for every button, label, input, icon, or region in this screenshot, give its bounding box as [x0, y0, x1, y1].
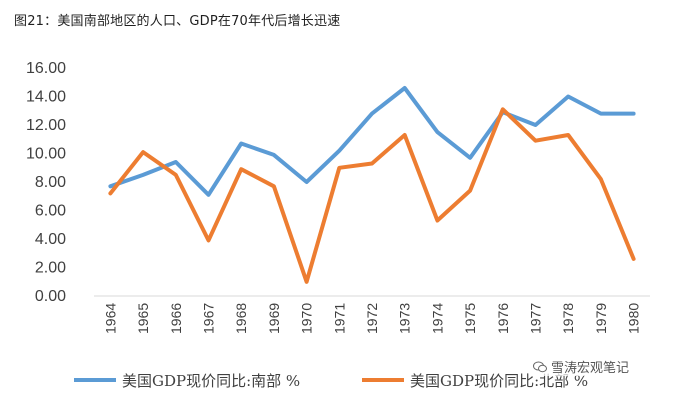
chart-title: 图21：美国南部地区的人口、GDP在70年代后增长迅速: [14, 14, 341, 29]
y-tick-label: 0.00: [35, 288, 66, 305]
wechat-bubble-icon: [533, 361, 547, 372]
y-tick-label: 14.00: [26, 89, 66, 106]
x-tick-label: 1965: [135, 303, 151, 334]
x-tick-label: 1973: [397, 303, 413, 334]
y-tick-label: 12.00: [26, 117, 66, 134]
x-tick-label: 1975: [462, 303, 478, 334]
x-tick-label: 1980: [626, 303, 642, 334]
y-tick-label: 10.00: [26, 146, 66, 163]
legend: 美国GDP现价同比:南部 % 美国GDP现价同比:北部 %: [74, 372, 588, 390]
legend-label-2: 美国GDP现价同比:北部 %: [410, 372, 588, 390]
x-tick-label: 1968: [233, 303, 249, 334]
axes: 0.00 2.00 4.00 6.00 8.00 10.00 12.00 14.00 16.00…: [26, 60, 650, 334]
x-tick-label: 1969: [266, 303, 282, 334]
x-tick-label: 1977: [528, 303, 544, 334]
watermark: 雪涛宏观笔记: [533, 357, 630, 376]
x-tick-label: 1974: [429, 303, 445, 334]
y-tick-label: 4.00: [35, 231, 66, 248]
x-tick-label: 1972: [364, 303, 380, 334]
x-tick-label: 1979: [593, 303, 609, 334]
series-layer: [108, 86, 636, 284]
y-tick-label: 16.00: [26, 60, 66, 77]
x-tick-label: 1970: [299, 303, 315, 334]
legend-label-1: 美国GDP现价同比:南部 %: [122, 372, 300, 390]
y-tick-label: 2.00: [35, 260, 66, 277]
series-line-1: [108, 86, 636, 197]
series-line-2: [108, 107, 636, 284]
y-tick-label: 8.00: [35, 174, 66, 191]
watermark-text: 雪涛宏观笔记: [551, 361, 630, 376]
x-tick-label: 1967: [200, 303, 216, 334]
x-tick-label: 1971: [331, 303, 347, 334]
x-tick-label: 1978: [560, 303, 576, 334]
x-tick-label: 1964: [102, 303, 118, 334]
x-tick-label: 1966: [168, 303, 184, 334]
x-tick-label: 1976: [495, 303, 511, 334]
y-tick-label: 6.00: [35, 203, 66, 220]
